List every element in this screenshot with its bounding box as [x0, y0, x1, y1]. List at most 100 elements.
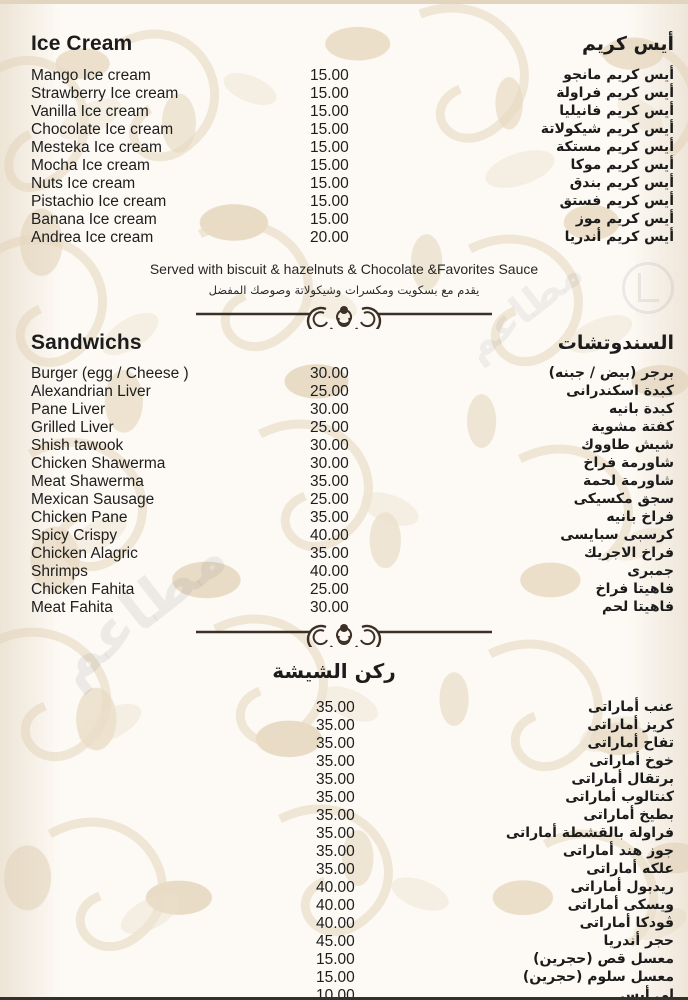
item-name-en: Shish tawook: [31, 437, 124, 454]
item-name-ar: ڤودكا أماراتى: [579, 915, 674, 931]
menu-row[interactable]: Mexican Sausage 25.00 سجق مكسيكى: [0, 491, 688, 509]
item-name-en: Andrea Ice cream: [31, 229, 154, 246]
item-name-ar: بطيخ أماراتى: [583, 807, 674, 823]
item-price: 40.00: [316, 897, 355, 914]
menu-row[interactable]: Mesteka Ice cream 15.00 أيس كريم مستكة: [0, 139, 688, 157]
item-price: 10.00: [316, 987, 355, 1000]
item-price: 25.00: [310, 491, 349, 508]
item-price: 15.00: [310, 211, 349, 228]
item-name-en: Mesteka Ice cream: [31, 139, 162, 156]
menu-row[interactable]: Andrea Ice cream 20.00 أيس كريم أندريا: [0, 229, 688, 247]
menu-row[interactable]: Strawberry Ice cream 15.00 أيس كريم فراو…: [0, 85, 688, 103]
item-price: 30.00: [310, 599, 349, 616]
item-name-en: Chicken Shawerma: [31, 455, 166, 472]
menu-row[interactable]: Burger (egg / Cheese ) 30.00 برجر (بيض /…: [0, 365, 688, 383]
menu-row[interactable]: Grilled Liver 25.00 كفتة مشوية: [0, 419, 688, 437]
item-name-ar: شيش طاووك: [581, 437, 674, 453]
menu-row[interactable]: 45.00 حجر أندريا: [0, 933, 688, 951]
menu-row[interactable]: Mocha Ice cream 15.00 أيس كريم موكا: [0, 157, 688, 175]
item-name-ar: فراخ الاجريك: [584, 545, 674, 561]
item-name-ar: جوز هند أماراتى: [562, 843, 674, 859]
menu-row[interactable]: 40.00 ويسكى أماراتى: [0, 897, 688, 915]
menu-row[interactable]: 15.00 معسل قص (حجرين): [0, 951, 688, 969]
menu-row[interactable]: Shish tawook 30.00 شيش طاووك: [0, 437, 688, 455]
item-name-ar: كبدة بانيه: [608, 401, 674, 417]
item-name-ar: أيس كريم مانجو: [563, 67, 674, 83]
item-name-ar: علكه أماراتى: [586, 861, 674, 877]
menu-row[interactable]: Meat Shawerma 35.00 شاورمة لحمة: [0, 473, 688, 491]
item-price: 25.00: [310, 581, 349, 598]
item-name-ar: أيس كريم مستكة: [556, 139, 674, 155]
item-name-en: Vanilla Ice cream: [31, 103, 149, 120]
item-name-en: Spicy Crispy: [31, 527, 118, 544]
menu-row[interactable]: Pane Liver 30.00 كبدة بانيه: [0, 401, 688, 419]
item-price: 15.00: [310, 157, 349, 174]
menu-row[interactable]: Chicken Alagric 35.00 فراخ الاجريك: [0, 545, 688, 563]
menu-row[interactable]: Chicken Pane 35.00 فراخ بانيه: [0, 509, 688, 527]
item-name-ar: كرسبى سبايسى: [560, 527, 674, 543]
menu-row[interactable]: 40.00 ريدبول أماراتى: [0, 879, 688, 897]
menu-row[interactable]: 35.00 كنتالوب أماراتى: [0, 789, 688, 807]
item-price: 35.00: [316, 861, 355, 878]
item-name-en: Banana Ice cream: [31, 211, 157, 228]
menu-row[interactable]: Alexandrian Liver 25.00 كبدة اسكندرانى: [0, 383, 688, 401]
item-price: 15.00: [310, 85, 349, 102]
item-name-en: Meat Fahita: [31, 599, 113, 616]
item-price: 15.00: [310, 193, 349, 210]
menu-row[interactable]: Shrimps 40.00 جمبرى: [0, 563, 688, 581]
item-price: 30.00: [310, 437, 349, 454]
menu-row[interactable]: Meat Fahita 30.00 فاهيتا لحم: [0, 599, 688, 617]
menu-row[interactable]: 40.00 ڤودكا أماراتى: [0, 915, 688, 933]
item-name-ar: برتقال أماراتى: [571, 771, 674, 787]
menu-row[interactable]: Vanilla Ice cream 15.00 أيس كريم فانيليا: [0, 103, 688, 121]
menu-row[interactable]: 35.00 بطيخ أماراتى: [0, 807, 688, 825]
item-name-ar: فراخ بانيه: [606, 509, 674, 525]
item-price: 35.00: [316, 753, 355, 770]
item-name-en: Mexican Sausage: [31, 491, 155, 508]
menu-row[interactable]: Pistachio Ice cream 15.00 أيس كريم فستق: [0, 193, 688, 211]
item-name-en: Meat Shawerma: [31, 473, 144, 490]
menu-row[interactable]: 35.00 فراولة بالقشطة أماراتى: [0, 825, 688, 843]
item-name-en: Burger (egg / Cheese ): [31, 365, 189, 382]
item-price: 35.00: [310, 473, 349, 490]
ice-cream-items: Mango Ice cream 15.00 أيس كريم مانجو Str…: [0, 67, 688, 247]
item-price: 35.00: [316, 789, 355, 806]
item-name-ar: خوخ أماراتى: [589, 753, 674, 769]
menu-row[interactable]: 35.00 كريز أماراتى: [0, 717, 688, 735]
menu-row[interactable]: 35.00 علكه أماراتى: [0, 861, 688, 879]
menu-row[interactable]: 10.00 لى أيس: [0, 987, 688, 1000]
menu-row[interactable]: Banana Ice cream 15.00 أيس كريم موز: [0, 211, 688, 229]
item-name-ar: كبدة اسكندرانى: [566, 383, 674, 399]
item-name-ar: معسل سلوم (حجرين): [522, 969, 674, 985]
item-name-en: Mocha Ice cream: [31, 157, 150, 174]
menu-row[interactable]: Chocolate Ice cream 15.00 أيس كريم شيكول…: [0, 121, 688, 139]
menu-row[interactable]: Mango Ice cream 15.00 أيس كريم مانجو: [0, 67, 688, 85]
item-price: 35.00: [316, 735, 355, 752]
item-price: 15.00: [310, 175, 349, 192]
menu-row[interactable]: Chicken Fahita 25.00 فاهيتا فراخ: [0, 581, 688, 599]
menu-row[interactable]: Spicy Crispy 40.00 كرسبى سبايسى: [0, 527, 688, 545]
menu-row[interactable]: Chicken Shawerma 30.00 شاورمة فراخ: [0, 455, 688, 473]
menu-row[interactable]: 35.00 برتقال أماراتى: [0, 771, 688, 789]
menu-row[interactable]: Nuts Ice cream 15.00 أيس كريم بندق: [0, 175, 688, 193]
item-name-ar: شاورمة فراخ: [583, 455, 674, 471]
item-name-ar: أيس كريم أندريا: [564, 229, 674, 245]
menu-content: Ice Cream أيس كريم Mango Ice cream 15.00…: [0, 4, 688, 1000]
item-name-ar: ويسكى أماراتى: [567, 897, 674, 913]
menu-row[interactable]: 35.00 عنب أماراتى: [0, 699, 688, 717]
item-name-ar: كفتة مشوية: [591, 419, 674, 435]
item-name-ar: ريدبول أماراتى: [570, 879, 674, 895]
item-name-en: Pistachio Ice cream: [31, 193, 167, 210]
item-name-ar: شاورمة لحمة: [582, 473, 674, 489]
menu-row[interactable]: 35.00 خوخ أماراتى: [0, 753, 688, 771]
item-price: 30.00: [310, 365, 349, 382]
item-name-ar: أيس كريم فانيليا: [559, 103, 674, 119]
menu-row[interactable]: 35.00 تفاح أماراتى: [0, 735, 688, 753]
menu-row[interactable]: 35.00 جوز هند أماراتى: [0, 843, 688, 861]
item-price: 15.00: [310, 103, 349, 120]
item-name-ar: جمبرى: [627, 563, 674, 579]
menu-row[interactable]: 15.00 معسل سلوم (حجرين): [0, 969, 688, 987]
item-name-en: Mango Ice cream: [31, 67, 151, 84]
item-price: 15.00: [310, 67, 349, 84]
